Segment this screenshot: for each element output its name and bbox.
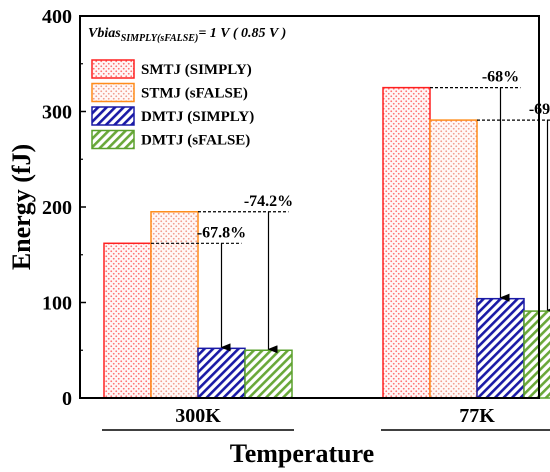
annotations-layer: -67.8%-74.2%-68%-69% <box>151 69 550 354</box>
y-axis: 0 100 200 300 400 <box>42 6 86 410</box>
reduction-label-1: -67.8% <box>197 224 246 241</box>
x-category-label-300K: 300K <box>175 405 221 427</box>
bar-2-77K <box>429 119 478 399</box>
bias-subscript: SIMPLY(sFALSE) <box>121 33 199 44</box>
x-axis-label: Temperature <box>230 439 374 468</box>
x-axis: 300K 77K <box>102 405 550 431</box>
bar-3-300K <box>197 347 246 399</box>
y-tick-label-300: 300 <box>42 102 72 124</box>
legend-label-2: STMJ (sFALSE) <box>141 86 248 102</box>
legend-swatch-4 <box>91 129 135 150</box>
legend-label-1: SMTJ (SIMPLY) <box>141 62 252 78</box>
legend-label-3: DMTJ (SIMPLY) <box>141 109 254 125</box>
y-tick-label-0: 0 <box>62 388 72 410</box>
legend-label-4: DMTJ (sFALSE) <box>141 133 250 149</box>
y-axis-label: Energy (fJ) <box>7 144 36 270</box>
bars-layer <box>103 86 550 399</box>
bar-1-300K <box>103 242 152 399</box>
bar-3-77K <box>476 297 525 399</box>
x-category-label-77K: 77K <box>459 405 495 427</box>
bias-prefix: Vbias <box>88 26 121 41</box>
y-tick-label-200: 200 <box>42 197 72 219</box>
reduction-label-2: -74.2% <box>244 193 293 210</box>
y-tick-label-400: 400 <box>42 6 72 28</box>
bar-1-77K <box>382 86 431 399</box>
bar-4-77K <box>523 310 550 399</box>
legend-swatch-1 <box>91 59 135 79</box>
reduction-label-3: -68% <box>482 69 519 86</box>
bias-condition-label: VbiasSIMPLY(sFALSE)= 1 V ( 0.85 V ) <box>88 26 286 44</box>
y-tick-label-100: 100 <box>42 293 72 315</box>
bar-2-300K <box>150 211 199 399</box>
legend-swatch-2 <box>91 82 135 103</box>
legend: SMTJ (SIMPLY) STMJ (sFALSE) DMTJ (SIMPLY) D… <box>91 59 254 150</box>
bias-suffix: = 1 V ( 0.85 V ) <box>198 26 286 41</box>
bar-4-300K <box>244 349 293 399</box>
legend-swatch-3 <box>91 106 135 126</box>
